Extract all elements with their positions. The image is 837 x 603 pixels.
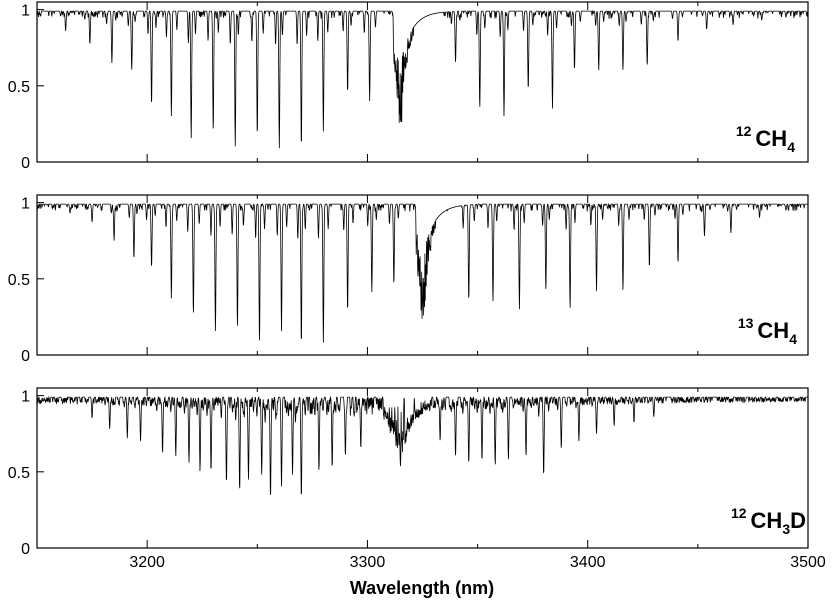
spectrum-line-12ch3d <box>36 395 808 495</box>
y-tick-label-13ch4-1: 1 <box>21 196 30 213</box>
species-label-12ch3d: 12 CH3D <box>731 505 806 537</box>
y-tick-label-12ch3d-0.5: 0.5 <box>8 465 30 482</box>
y-tick-label-12ch3d-0: 0 <box>21 541 30 558</box>
plot-frame-12ch3d <box>36 387 809 549</box>
species-label-13ch4: 13 CH4 <box>738 315 797 347</box>
y-axis-12ch3d: 00.51 <box>8 389 44 558</box>
plot-frame-13ch4 <box>36 194 809 356</box>
spectrum-line-13ch4 <box>36 202 808 343</box>
spectrum-line-12ch4 <box>36 9 809 149</box>
y-axis-12ch4: 00.51 <box>8 3 44 172</box>
x-tick-label-3200: 3200 <box>129 554 165 571</box>
x-tick-label-3500: 3500 <box>790 554 826 571</box>
y-tick-label-13ch4-0.5: 0.5 <box>8 272 30 289</box>
panel-12ch3d: 00.51 3200 3300 3400 3500 12 CH3D <box>8 387 826 571</box>
y-tick-label-12ch4-0: 0 <box>21 155 30 172</box>
x-tick-label-3400: 3400 <box>570 554 606 571</box>
panel-12ch4: 00.51 12 CH4 <box>8 1 809 172</box>
x-axis-13ch4 <box>146 195 809 355</box>
y-tick-label-12ch3d-1: 1 <box>21 389 30 406</box>
y-tick-label-13ch4-0: 0 <box>21 348 30 365</box>
x-tick-label-3300: 3300 <box>350 554 386 571</box>
y-tick-label-12ch4-1: 1 <box>21 3 30 20</box>
species-label-12ch4: 12 CH4 <box>736 123 795 155</box>
x-axis-title: Wavelength (nm) <box>350 578 494 598</box>
panel-13ch4: 00.51 13 CH4 <box>8 194 809 365</box>
plot-frame-12ch4 <box>36 1 809 163</box>
x-axis-12ch4 <box>146 2 809 162</box>
x-axis-12ch3d: 3200 3300 3400 3500 <box>129 388 826 571</box>
y-axis-13ch4: 00.51 <box>8 196 44 365</box>
y-tick-label-12ch4-0.5: 0.5 <box>8 79 30 96</box>
